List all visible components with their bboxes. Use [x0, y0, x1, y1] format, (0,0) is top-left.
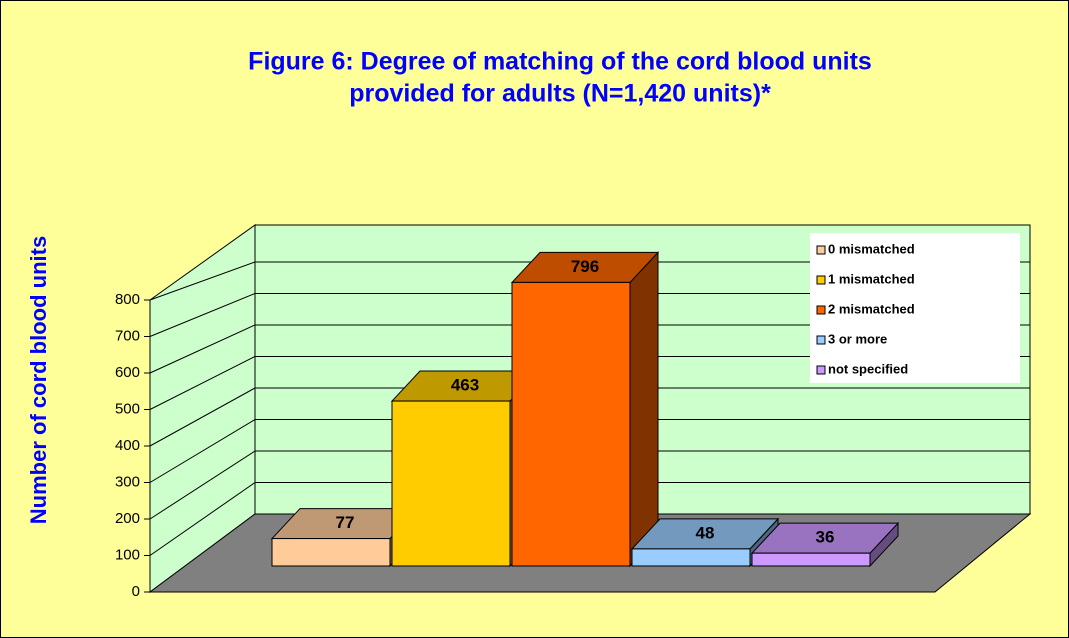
data-label: 36	[816, 528, 835, 547]
legend-label: 2 mismatched	[828, 301, 915, 316]
grid-line	[149, 356, 256, 410]
legend-label: not specified	[828, 361, 908, 376]
grid-line	[149, 450, 256, 520]
y-tick-label: 200	[115, 510, 140, 527]
grid-line	[149, 293, 256, 337]
y-tick-label: 300	[115, 473, 140, 490]
data-label: 48	[696, 523, 715, 542]
legend-swatch	[816, 305, 826, 315]
legend-label: 1 mismatched	[828, 271, 915, 286]
data-label: 463	[451, 376, 479, 395]
grid-line	[149, 482, 256, 556]
y-tick-label: 800	[115, 291, 140, 308]
bar	[511, 281, 631, 567]
grid-line	[149, 324, 256, 374]
legend-swatch	[816, 335, 826, 345]
legend-swatch	[816, 245, 826, 255]
bar	[751, 552, 871, 567]
data-label: 77	[336, 513, 355, 532]
legend-label: 0 mismatched	[828, 241, 915, 256]
chart-title: Figure 6: Degree of matching of the cord…	[248, 48, 872, 76]
bar	[271, 538, 391, 567]
y-tick-label: 600	[115, 364, 140, 381]
bar	[391, 400, 511, 567]
bar	[631, 548, 751, 567]
chart-title: provided for adults (N=1,420 units)*	[349, 80, 771, 108]
grid-line	[149, 261, 256, 301]
y-tick-label: 700	[115, 327, 140, 344]
y-tick-label: 400	[115, 437, 140, 454]
y-axis-label: Number of cord blood units	[26, 236, 51, 524]
legend-swatch	[816, 275, 826, 285]
data-label: 796	[571, 257, 599, 276]
grid-line	[149, 419, 256, 483]
y-tick-label: 0	[132, 583, 140, 600]
legend-box	[810, 233, 1020, 383]
y-tick-label: 100	[115, 546, 140, 563]
grid-line	[149, 387, 256, 447]
y-tick-label: 500	[115, 400, 140, 417]
legend-swatch	[816, 365, 826, 375]
legend-label: 3 or more	[828, 331, 887, 346]
bar-side	[629, 251, 659, 568]
